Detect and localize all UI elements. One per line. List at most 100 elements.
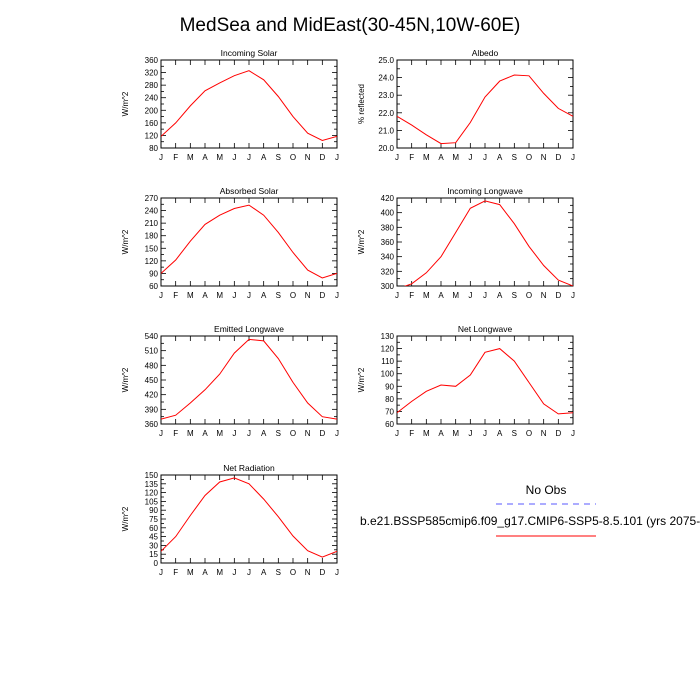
x-tick-label: S [512, 429, 517, 438]
y-axis-label: W/m^2 [121, 506, 130, 531]
x-tick-label: A [261, 568, 267, 577]
x-tick-label: S [276, 429, 281, 438]
x-tick-label: J [232, 153, 236, 162]
y-tick-label: 380 [381, 223, 395, 232]
y-tick-label: 160 [145, 119, 159, 128]
x-tick-label: J [232, 291, 236, 300]
panel-title: Absorbed Solar [220, 186, 279, 196]
y-tick-label: 24.0 [378, 74, 394, 83]
y-tick-label: 120 [145, 257, 159, 266]
x-tick-label: J [395, 429, 399, 438]
x-tick-label: A [202, 153, 208, 162]
y-tick-label: 540 [145, 332, 159, 341]
x-tick-label: S [276, 153, 281, 162]
y-tick-label: 270 [145, 194, 159, 203]
y-tick-label: 135 [145, 480, 159, 489]
y-tick-label: 240 [145, 207, 159, 216]
x-tick-label: J [483, 291, 487, 300]
panel-title: Incoming Solar [221, 48, 278, 58]
x-tick-label: F [409, 429, 414, 438]
x-tick-label: A [438, 153, 444, 162]
x-tick-label: M [187, 568, 194, 577]
x-tick-label: D [319, 153, 325, 162]
x-tick-label: A [438, 429, 444, 438]
x-tick-label: S [276, 291, 281, 300]
x-tick-label: J [468, 291, 472, 300]
panel-incoming-longwave: Incoming Longwave 300 320 340 360 380 400 420 J F… [357, 186, 575, 300]
x-tick-label: F [409, 153, 414, 162]
x-tick-label: O [290, 153, 296, 162]
y-tick-label: 510 [145, 347, 159, 356]
panel-title: Albedo [472, 48, 499, 58]
y-tick-label: 240 [145, 94, 159, 103]
y-tick-label: 420 [381, 194, 395, 203]
y-tick-label: 320 [145, 69, 159, 78]
x-tick-label: D [555, 153, 561, 162]
y-tick-label: 110 [381, 357, 394, 366]
y-tick-label: 200 [145, 106, 159, 115]
x-tick-label: F [173, 568, 178, 577]
y-axis-label: W/m^2 [121, 229, 130, 254]
x-tick-label: J [483, 153, 487, 162]
y-tick-label: 70 [385, 407, 394, 416]
x-tick-label: J [571, 291, 575, 300]
y-tick-label: 25.0 [378, 56, 394, 65]
y-tick-label: 100 [381, 370, 395, 379]
x-tick-label: M [452, 429, 459, 438]
x-tick-label: O [290, 291, 296, 300]
x-tick-label: M [187, 153, 194, 162]
x-tick-label: M [452, 153, 459, 162]
y-tick-label: 450 [145, 376, 159, 385]
x-tick-label: J [159, 429, 163, 438]
x-tick-label: N [305, 291, 311, 300]
x-tick-label: J [571, 429, 575, 438]
y-tick-label: 80 [385, 395, 394, 404]
x-tick-label: F [173, 429, 178, 438]
x-tick-label: J [247, 291, 251, 300]
y-tick-label: 120 [381, 345, 395, 354]
x-tick-label: N [541, 429, 547, 438]
y-tick-label: 360 [145, 56, 159, 65]
x-tick-label: A [497, 291, 503, 300]
y-tick-label: 15 [149, 550, 158, 559]
x-tick-label: J [468, 429, 472, 438]
legend-model-label: b.e21.BSSP585cmip6.f09_g17.CMIP6-SSP5-8.… [360, 514, 700, 528]
x-tick-label: M [187, 429, 194, 438]
x-tick-label: A [202, 568, 208, 577]
y-tick-label: 320 [381, 267, 395, 276]
x-tick-label: D [319, 429, 325, 438]
y-tick-label: 80 [149, 144, 158, 153]
x-tick-label: O [290, 429, 296, 438]
y-tick-label: 60 [149, 524, 158, 533]
y-tick-label: 480 [145, 361, 159, 370]
x-tick-label: A [438, 291, 444, 300]
x-tick-label: J [483, 429, 487, 438]
x-tick-label: J [232, 568, 236, 577]
y-axis-label: W/m^2 [121, 367, 130, 392]
x-tick-label: M [452, 291, 459, 300]
series-line [397, 74, 573, 145]
x-tick-label: M [423, 429, 430, 438]
x-tick-label: J [468, 153, 472, 162]
series-line [161, 204, 337, 279]
x-tick-label: M [216, 568, 223, 577]
x-tick-label: J [571, 153, 575, 162]
y-tick-label: 0 [154, 559, 159, 568]
x-tick-label: J [232, 429, 236, 438]
x-tick-label: A [261, 153, 267, 162]
x-tick-label: A [497, 153, 503, 162]
y-tick-label: 390 [145, 405, 159, 414]
series-line [161, 477, 337, 558]
y-axis-label: % reflected [357, 84, 366, 124]
figure-title: MedSea and MidEast(30-45N,10W-60E) [180, 15, 521, 36]
y-tick-label: 30 [149, 541, 158, 550]
x-tick-label: A [202, 291, 208, 300]
x-tick-label: M [216, 429, 223, 438]
y-tick-label: 90 [385, 382, 394, 391]
y-tick-label: 120 [145, 489, 159, 498]
x-tick-label: M [423, 153, 430, 162]
x-tick-label: A [261, 291, 267, 300]
y-tick-label: 21.0 [378, 126, 394, 135]
